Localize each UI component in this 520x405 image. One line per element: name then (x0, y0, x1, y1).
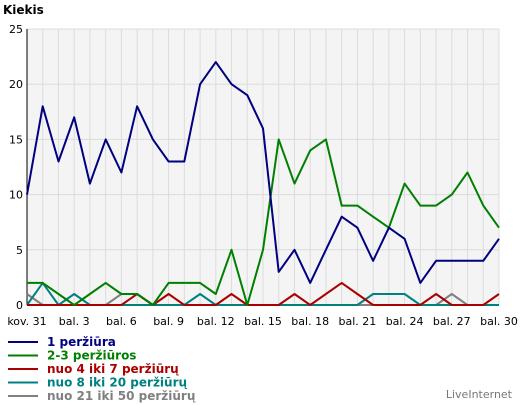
x-tick-label: bal. 3 (59, 315, 90, 328)
x-tick-label: bal. 9 (153, 315, 184, 328)
legend-label: nuo 4 iki 7 peržiūrų (47, 362, 179, 376)
series-line (27, 281, 500, 306)
x-tick-label: bal. 27 (433, 315, 471, 328)
y-tick-label: 20 (9, 78, 23, 91)
x-tick-label: bal. 6 (106, 315, 137, 328)
legend-label: 1 peržiūra (47, 335, 116, 349)
x-tick-label: kov. 31 (7, 315, 46, 328)
x-tick-label: bal. 15 (244, 315, 282, 328)
y-tick-label: 15 (9, 133, 23, 146)
y-tick-label: 5 (16, 244, 23, 257)
series-line (27, 138, 500, 306)
x-tick-label: bal. 21 (339, 315, 377, 328)
brand-label: LiveInternet (446, 388, 513, 401)
series-line (26, 61, 500, 284)
y-tick-label: 25 (9, 23, 23, 36)
grid (26, 28, 500, 306)
x-tick-label: bal. 18 (291, 315, 329, 328)
y-tick-label: 10 (9, 189, 23, 202)
series-lines (26, 61, 500, 306)
x-tick-label: bal. 30 (480, 315, 518, 328)
legend-label: 2-3 peržiūros (47, 349, 136, 363)
y-tick-label: 0 (16, 299, 23, 312)
x-tick-label: bal. 24 (386, 315, 424, 328)
legend-label: nuo 8 iki 20 peržiūrų (47, 376, 188, 390)
y-axis-label: Kiekis (3, 3, 44, 17)
legend-label: nuo 21 iki 50 peržiūrų (47, 389, 196, 403)
x-tick-labels: kov. 31 bal. 3 bal. 6 bal. 9 bal. 12 bal. 15 b… (7, 315, 518, 328)
x-tick-label: bal. 12 (197, 315, 235, 328)
y-tick-labels: 0 5 10 15 20 25 (9, 23, 23, 312)
